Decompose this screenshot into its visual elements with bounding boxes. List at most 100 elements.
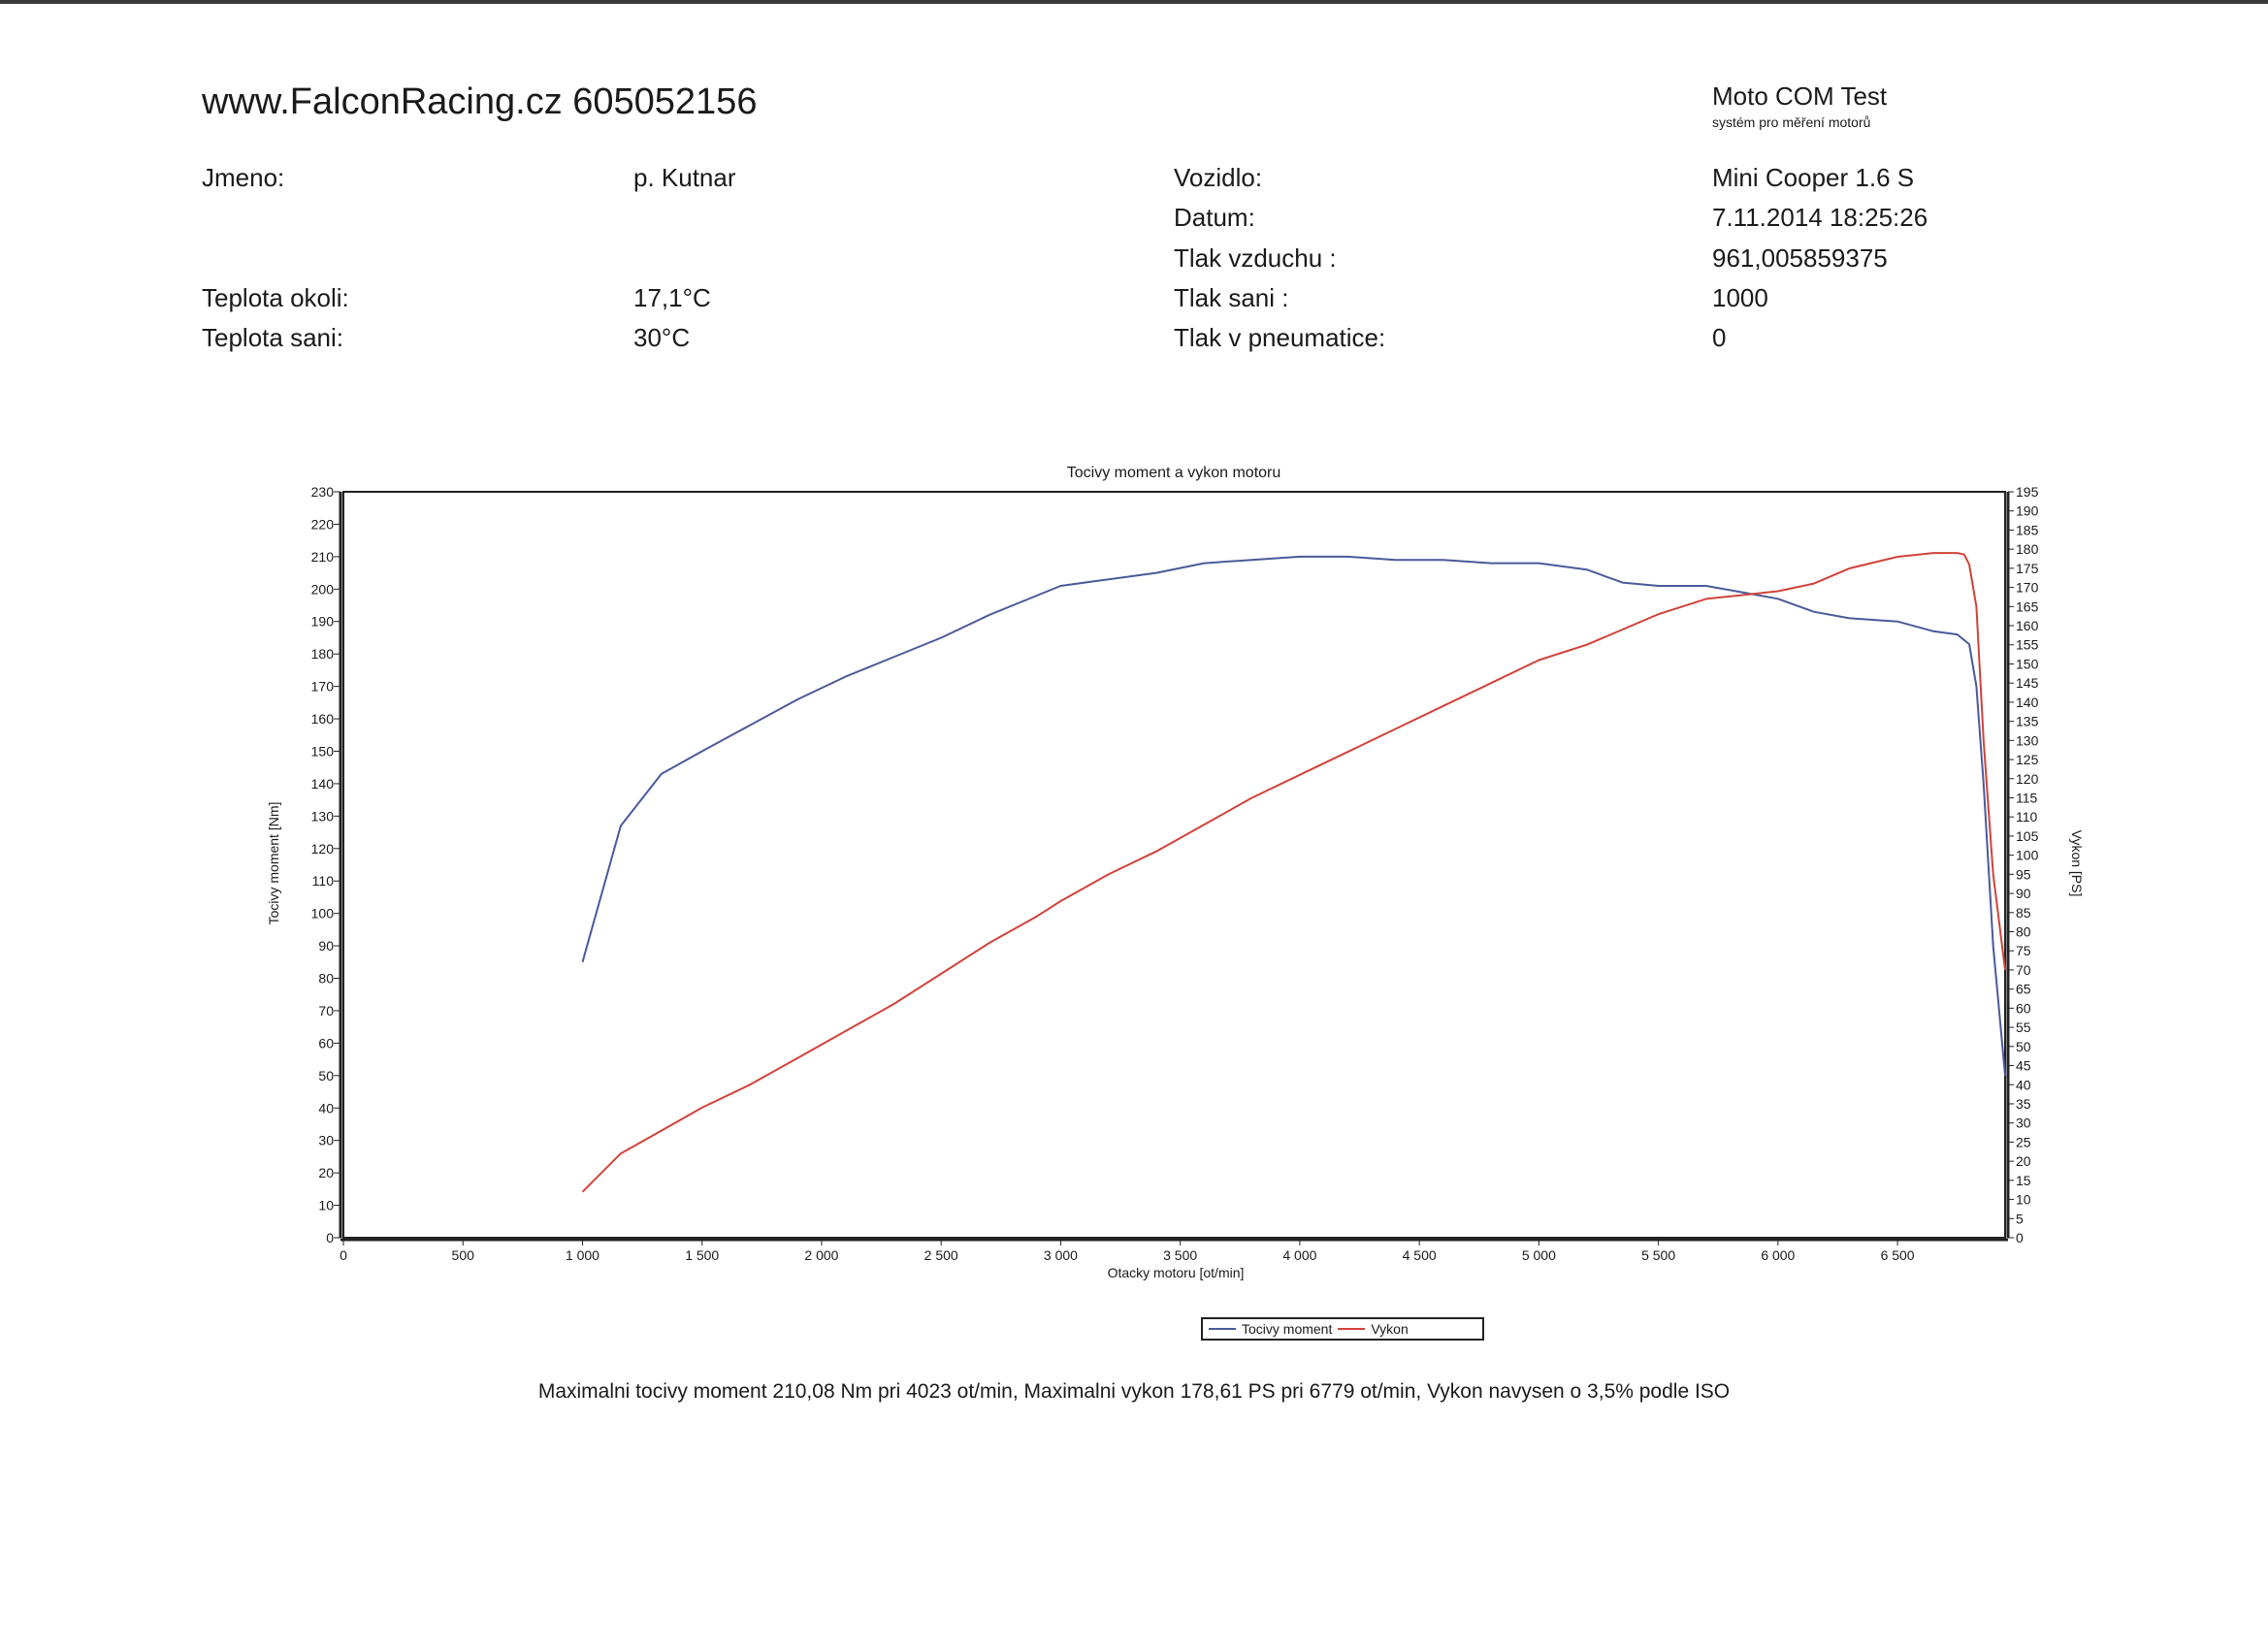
- series-line-power: [581, 552, 2006, 1193]
- x-axis-ticks: 0 500 1 000 1 500 2 000 2 500 3 000 3 500 4 000 4…: [340, 1240, 1915, 1263]
- y2-tick-label: 175: [2016, 561, 2039, 576]
- y-tick-label: 60: [318, 1035, 334, 1051]
- y2-tick-label: 25: [2016, 1134, 2031, 1149]
- legend-swatch-power: [1338, 1328, 1366, 1330]
- chart-legend: Tocivy moment Vykon: [1201, 1317, 1484, 1341]
- legend-label-torque: Tocivy moment: [1242, 1321, 1333, 1337]
- y-axis-ticks: 0 10 20 30 40 50 60 70 80 90 100 110 120 130 140 150 160…: [311, 484, 340, 1245]
- y-tick-label: 150: [311, 743, 335, 759]
- y-tick-label: 120: [311, 841, 335, 857]
- y2-tick-label: 100: [2016, 848, 2039, 863]
- y2-tick-label: 170: [2016, 580, 2039, 596]
- y-tick-label: 90: [318, 938, 334, 954]
- y2-tick-label: 180: [2016, 541, 2039, 557]
- y2-tick-label: 30: [2016, 1116, 2031, 1131]
- y-tick-label: 170: [311, 679, 335, 695]
- x-tick-label: 4 500: [1403, 1247, 1437, 1263]
- y2-tick-label: 90: [2016, 886, 2031, 901]
- y2-tick-label: 55: [2016, 1019, 2031, 1035]
- y-tick-label: 200: [311, 581, 335, 597]
- y2-tick-label: 80: [2016, 924, 2031, 940]
- y2-tick-label: 65: [2016, 982, 2031, 997]
- y-tick-label: 100: [311, 906, 335, 922]
- y-tick-label: 110: [312, 873, 335, 889]
- y2-tick-label: 165: [2016, 598, 2039, 614]
- y2-tick-label: 130: [2016, 732, 2039, 748]
- x-tick-label: 3 000: [1044, 1247, 1078, 1263]
- y2-tick-label: 70: [2016, 962, 2031, 978]
- y2-tick-label: 15: [2016, 1173, 2031, 1188]
- x-tick-label: 3 500: [1163, 1247, 1197, 1263]
- y2-tick-label: 60: [2016, 1000, 2031, 1016]
- y2-tick-label: 110: [2016, 809, 2038, 824]
- x-tick-label: 6 500: [1881, 1247, 1915, 1263]
- y-tick-label: 180: [311, 646, 335, 662]
- tlak-pneumatice-value: 0: [1712, 323, 1727, 352]
- y2-tick-label: 50: [2016, 1039, 2031, 1054]
- y2-tick-label: 85: [2016, 905, 2031, 921]
- tlak-sani-value: 1000: [1712, 283, 1768, 312]
- y2-tick-label: 105: [2016, 828, 2039, 844]
- y-tick-label: 70: [318, 1003, 334, 1018]
- y-tick-label: 0: [326, 1230, 334, 1245]
- y-tick-label: 30: [318, 1133, 334, 1148]
- y2-tick-label: 115: [2016, 790, 2038, 805]
- teplota-okoli-label: Teplota okoli:: [202, 283, 349, 312]
- datum-label: Datum:: [1174, 203, 1255, 232]
- y2-tick-label: 35: [2016, 1096, 2031, 1112]
- app-name: Moto COM Test: [1712, 81, 1888, 111]
- y2-tick-label: 0: [2016, 1230, 2024, 1245]
- y2-tick-label: 125: [2016, 752, 2039, 767]
- site-title: www.FalconRacing.cz 605052156: [202, 81, 758, 122]
- y2-tick-label: 160: [2016, 618, 2039, 633]
- y2-tick-label: 75: [2016, 943, 2031, 958]
- teplota-okoli-value: 17,1°C: [633, 283, 711, 312]
- y2-tick-label: 155: [2016, 637, 2039, 653]
- y2-tick-label: 140: [2016, 695, 2039, 710]
- vozidlo-value: Mini Cooper 1.6 S: [1712, 163, 1915, 192]
- y-tick-label: 130: [311, 808, 335, 824]
- y2-tick-label: 10: [2016, 1192, 2031, 1208]
- y-tick-label: 50: [318, 1068, 334, 1083]
- top-border: [0, 0, 2268, 4]
- y-tick-label: 220: [311, 516, 335, 532]
- x-tick-label: 0: [340, 1247, 347, 1263]
- x-tick-label: 2 500: [924, 1247, 958, 1263]
- x-tick-label: 2 000: [804, 1247, 838, 1263]
- tlak-sani-label: Tlak sani :: [1174, 283, 1289, 312]
- x-tick-label: 6 000: [1761, 1247, 1795, 1263]
- y-tick-label: 160: [311, 711, 335, 727]
- y2-tick-label: 120: [2016, 771, 2039, 787]
- y2-tick-label: 95: [2016, 866, 2031, 882]
- jmeno-label: Jmeno:: [202, 163, 285, 192]
- legend-swatch-torque: [1209, 1328, 1236, 1330]
- x-tick-label: 5 000: [1522, 1247, 1556, 1263]
- y2-tick-label: 135: [2016, 714, 2039, 729]
- x-tick-label: 1 500: [685, 1247, 719, 1263]
- y-tick-label: 40: [318, 1100, 334, 1116]
- tlak-vzduchu-label: Tlak vzduchu :: [1174, 243, 1337, 273]
- y2-axis-label: Vykon [PS]: [2069, 830, 2085, 897]
- y-tick-label: 20: [318, 1165, 334, 1180]
- x-tick-label: 1 000: [566, 1247, 599, 1263]
- y-axis-label: Tocivy moment [Nm]: [266, 802, 281, 925]
- legend-label-power: Vykon: [1371, 1321, 1409, 1337]
- y2-tick-label: 5: [2016, 1211, 2024, 1226]
- teplota-sani-label: Teplota sani:: [202, 323, 343, 352]
- y-tick-label: 10: [318, 1198, 334, 1213]
- y2-tick-label: 150: [2016, 656, 2039, 671]
- summary-text: Maximalni tocivy moment 210,08 Nm pri 40…: [537, 1380, 1731, 1403]
- y-tick-label: 230: [311, 484, 335, 500]
- y-tick-label: 210: [311, 549, 335, 565]
- y2-tick-label: 145: [2016, 675, 2039, 691]
- x-axis-label: Otacky motoru [ot/min]: [1108, 1265, 1245, 1280]
- y-tick-label: 80: [318, 971, 334, 986]
- x-tick-label: 4 000: [1282, 1247, 1316, 1263]
- x-tick-label: 500: [452, 1247, 475, 1263]
- series-line-torque: [581, 555, 2006, 1076]
- tlak-vzduchu-value: 961,005859375: [1712, 243, 1888, 273]
- y2-tick-label: 185: [2016, 522, 2039, 537]
- x-tick-label: 5 500: [1641, 1247, 1675, 1263]
- plot-frame: [342, 491, 2006, 1239]
